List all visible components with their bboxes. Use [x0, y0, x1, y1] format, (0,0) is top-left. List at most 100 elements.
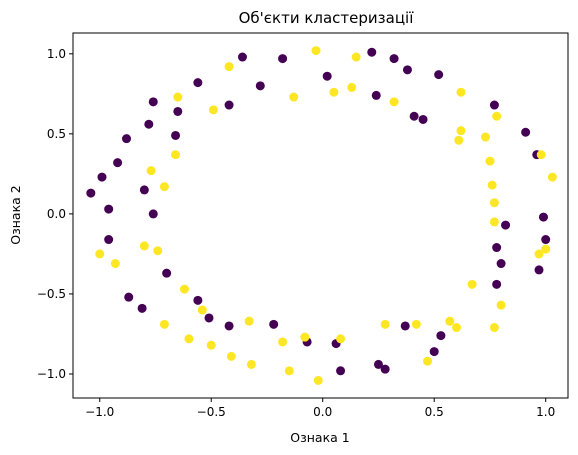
point-cluster-0-5	[122, 134, 132, 144]
point-cluster-1-12	[206, 340, 216, 350]
point-cluster-1-0	[95, 249, 105, 259]
point-cluster-0-3	[104, 235, 114, 245]
point-cluster-0-25	[322, 71, 332, 81]
point-cluster-0-9	[148, 97, 158, 107]
y-axis-label: Ознака 2	[8, 185, 23, 244]
point-cluster-1-40	[487, 180, 497, 190]
point-cluster-1-41	[489, 198, 499, 208]
point-cluster-0-49	[534, 265, 544, 275]
point-cluster-1-6	[171, 150, 181, 160]
point-cluster-0-22	[269, 319, 279, 329]
point-cluster-0-16	[193, 295, 203, 305]
point-cluster-1-44	[496, 300, 506, 310]
point-cluster-1-8	[159, 319, 169, 329]
point-cluster-0-39	[436, 331, 446, 341]
point-cluster-0-29	[371, 90, 381, 100]
point-cluster-0-40	[492, 279, 502, 289]
point-cluster-1-45	[489, 323, 499, 333]
point-cluster-0-13	[171, 130, 181, 140]
point-cluster-0-42	[501, 220, 511, 230]
point-cluster-0-43	[492, 243, 502, 253]
point-cluster-0-17	[204, 313, 214, 323]
point-cluster-1-20	[289, 92, 299, 102]
scatter-points	[86, 46, 557, 385]
x-tick-label: 0.0	[313, 405, 332, 419]
point-cluster-0-44	[489, 100, 499, 110]
point-cluster-1-31	[423, 356, 433, 366]
point-cluster-0-23	[278, 54, 288, 64]
point-cluster-1-23	[313, 375, 323, 385]
point-cluster-0-20	[237, 52, 247, 62]
point-cluster-1-49	[534, 249, 544, 259]
y-tick-label: −1.0	[37, 367, 66, 381]
point-cluster-1-33	[452, 323, 462, 333]
point-cluster-0-15	[193, 78, 203, 88]
x-tick-label: −1.0	[85, 405, 114, 419]
point-cluster-0-12	[162, 268, 172, 278]
point-cluster-1-18	[278, 337, 288, 347]
point-cluster-1-21	[300, 332, 310, 342]
point-cluster-1-25	[336, 334, 346, 344]
point-cluster-1-24	[329, 87, 339, 97]
point-cluster-0-38	[429, 347, 439, 357]
point-cluster-1-29	[389, 97, 399, 107]
point-cluster-1-37	[467, 279, 477, 289]
point-cluster-1-13	[208, 105, 218, 115]
point-cluster-0-7	[124, 292, 134, 302]
point-cluster-0-33	[400, 321, 410, 331]
x-tick-label: 0.5	[425, 405, 444, 419]
point-cluster-0-4	[113, 158, 123, 168]
point-cluster-1-11	[197, 305, 207, 315]
chart-title: Об'єкти кластеризації	[239, 9, 415, 27]
point-cluster-0-34	[409, 111, 419, 121]
point-cluster-0-21	[255, 81, 265, 91]
point-cluster-1-1	[110, 259, 120, 269]
point-cluster-0-28	[367, 47, 377, 57]
point-cluster-1-16	[244, 316, 254, 326]
point-cluster-1-4	[159, 182, 169, 192]
x-tick-label: 1.0	[536, 405, 555, 419]
point-cluster-1-48	[547, 172, 557, 182]
y-tick-label: 0.5	[47, 127, 66, 141]
point-cluster-1-42	[492, 111, 502, 121]
point-cluster-1-3	[146, 166, 156, 176]
point-cluster-0-31	[380, 364, 390, 374]
point-cluster-0-0	[86, 188, 96, 198]
x-axis-label: Ознака 1	[290, 430, 349, 445]
point-cluster-0-19	[224, 321, 234, 331]
point-cluster-0-45	[521, 127, 531, 137]
point-cluster-1-7	[173, 92, 183, 102]
point-cluster-1-35	[454, 135, 464, 145]
point-cluster-0-41	[496, 259, 506, 269]
point-cluster-1-19	[284, 366, 294, 376]
point-cluster-0-14	[173, 106, 183, 116]
point-cluster-1-39	[485, 156, 495, 166]
point-cluster-1-22	[311, 46, 321, 56]
point-cluster-1-26	[347, 82, 357, 92]
point-cluster-1-28	[380, 319, 390, 329]
point-cluster-1-34	[456, 87, 466, 97]
point-cluster-0-30	[373, 359, 383, 369]
plot-frame	[72, 32, 569, 399]
point-cluster-0-37	[434, 70, 444, 80]
point-cluster-0-32	[389, 54, 399, 64]
y-tick-label: −0.5	[37, 287, 66, 301]
point-cluster-1-2	[139, 241, 149, 251]
point-cluster-0-27	[336, 366, 346, 376]
axis-ticks: −1.0 −0.5 0.0 0.5 1.0 −1.0 −0.5 0.0 0.5 1.0	[37, 47, 555, 419]
x-tick-label: −0.5	[197, 405, 226, 419]
point-cluster-0-47	[538, 212, 548, 222]
point-cluster-0-35	[402, 65, 412, 75]
point-cluster-0-8	[144, 119, 154, 129]
point-cluster-1-14	[224, 62, 234, 72]
point-cluster-0-48	[541, 235, 551, 245]
point-cluster-1-47	[541, 244, 551, 254]
point-cluster-1-9	[179, 284, 189, 294]
point-cluster-0-18	[224, 100, 234, 110]
point-cluster-0-36	[418, 114, 428, 124]
point-cluster-1-10	[184, 334, 194, 344]
point-cluster-1-15	[226, 351, 236, 361]
point-cluster-1-32	[445, 316, 455, 326]
point-cluster-0-10	[139, 185, 149, 195]
